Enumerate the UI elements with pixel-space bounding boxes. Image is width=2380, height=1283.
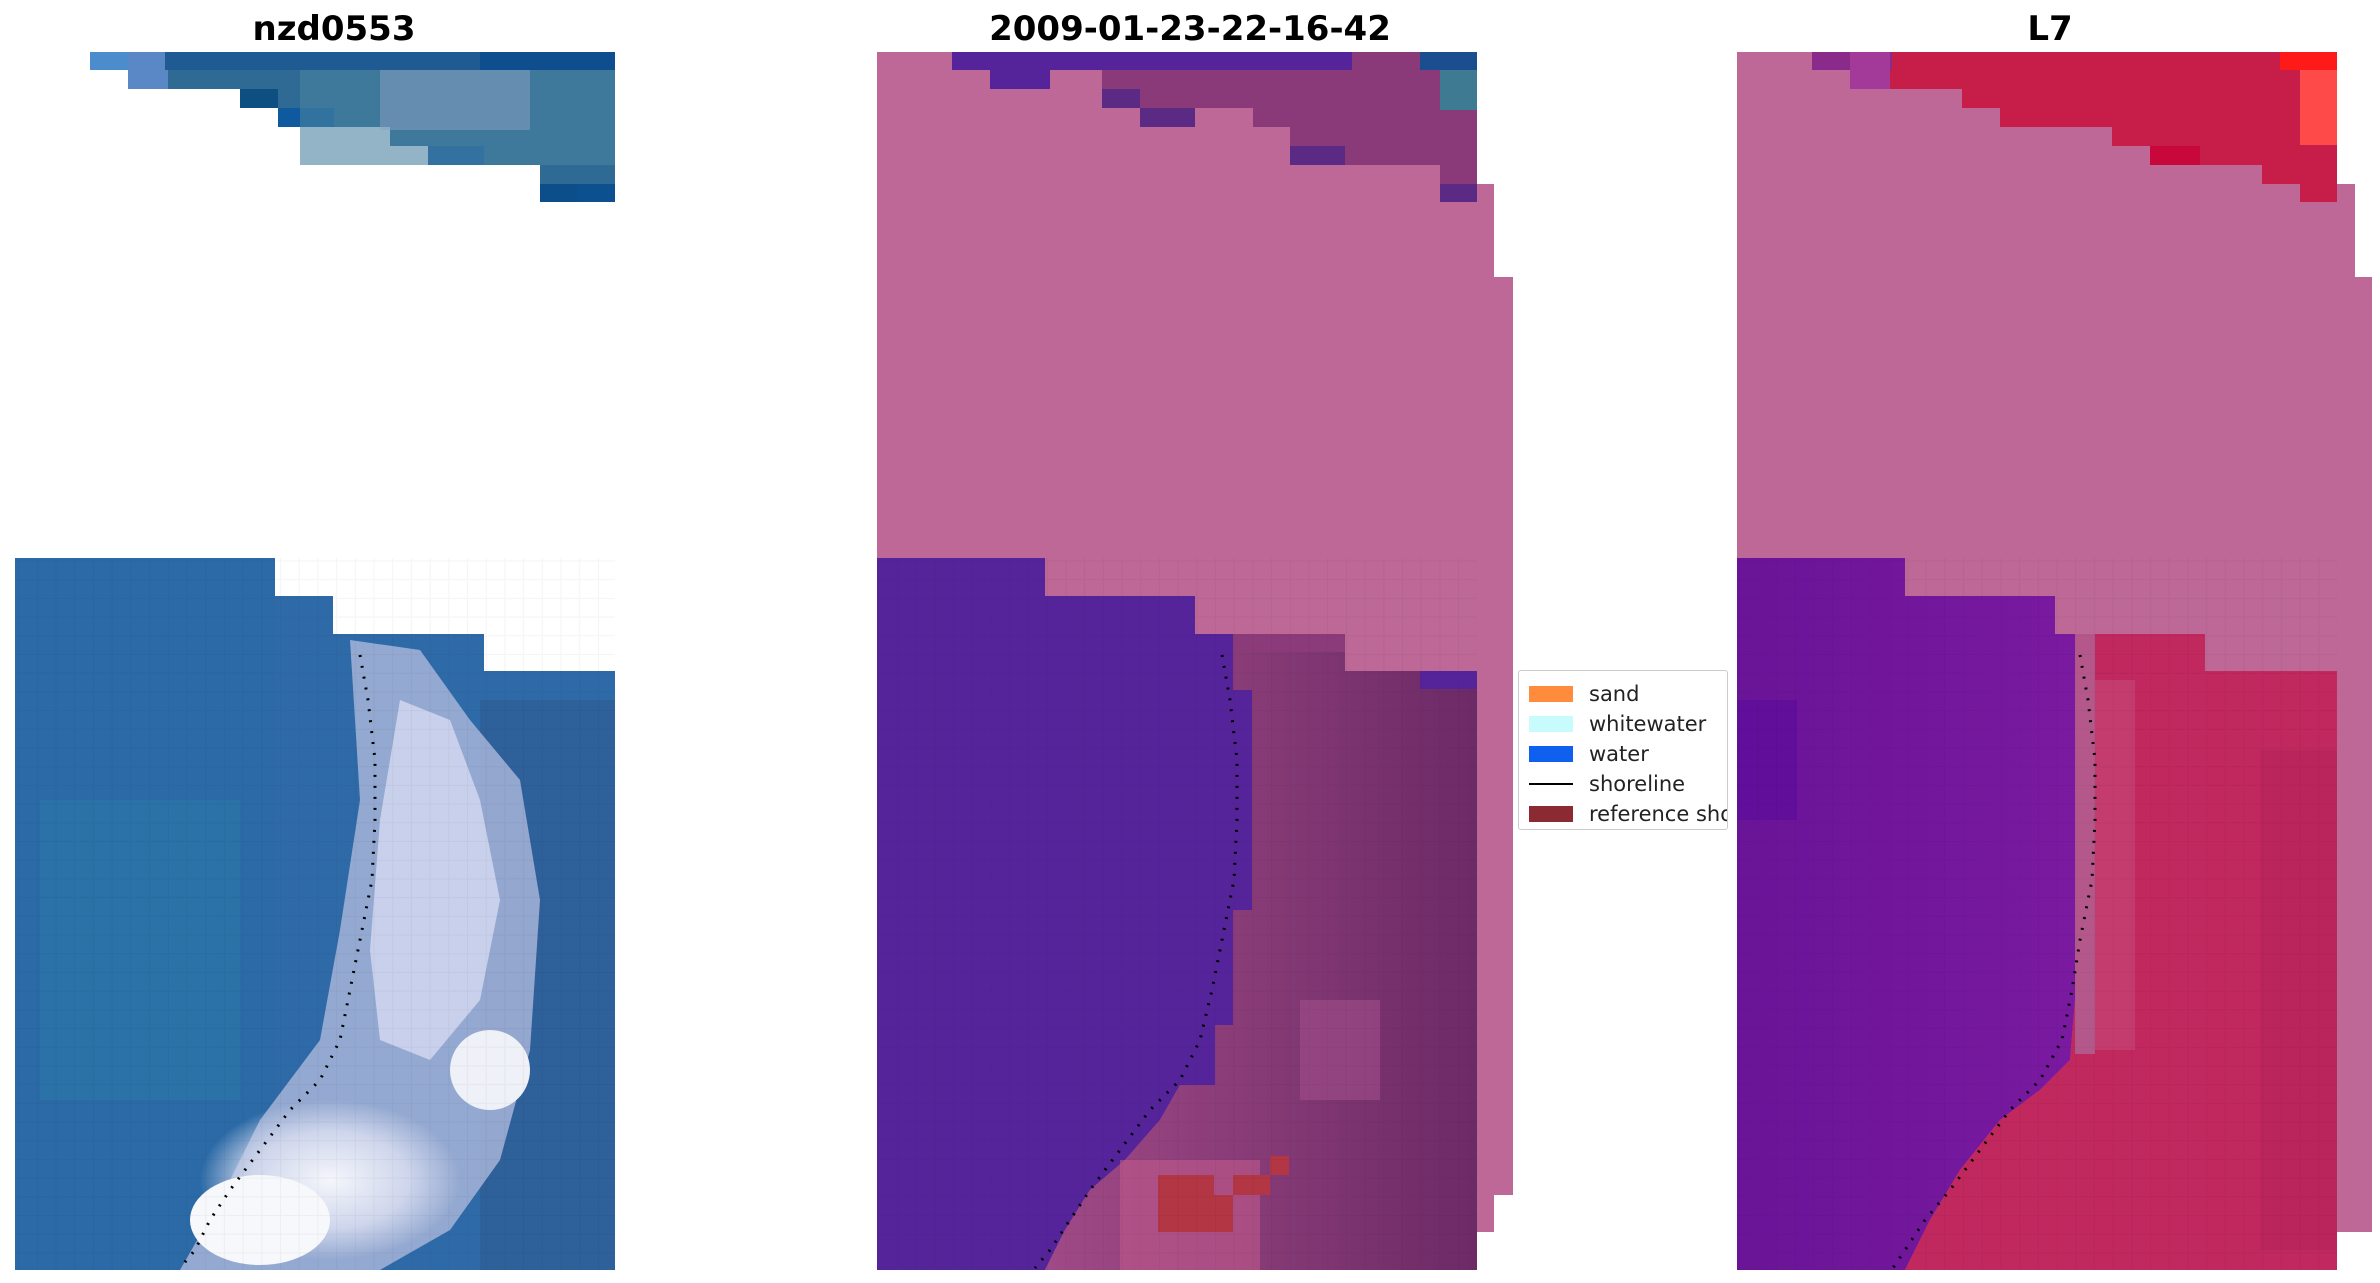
false-color-panel [1737,52,2372,1270]
panel-title-false-color: L7 [2027,9,2073,49]
legend-label-sand: sand [1589,682,1640,706]
shoreline-swatch [1529,783,1573,785]
rgb-image-panel [15,52,615,1270]
legend-label-shoreline: shoreline [1589,772,1686,796]
panel-title-classification: 2009-01-23-22-16-42 [989,9,1391,49]
water-swatch [1529,746,1573,762]
classification-panel [877,52,1513,1270]
legend-item-whitewater: whitewater [1529,709,1727,739]
legend-label-reference-shoreline: reference shoreline [1589,802,1727,826]
sand-swatch [1529,686,1573,702]
whitewater-swatch [1529,716,1573,732]
reference-shoreline-swatch [1529,806,1573,822]
legend-label-water: water [1589,742,1649,766]
legend-item-reference-shoreline: reference shoreline [1529,799,1727,829]
legend-label-whitewater: whitewater [1589,712,1707,736]
legend-item-water: water [1529,739,1727,769]
panel-title-rgb: nzd0553 [252,9,416,49]
legend-item-shoreline: shoreline [1529,769,1727,799]
legend-item-sand: sand [1529,679,1727,709]
legend: sand whitewater water shoreline referenc… [1518,670,1728,830]
